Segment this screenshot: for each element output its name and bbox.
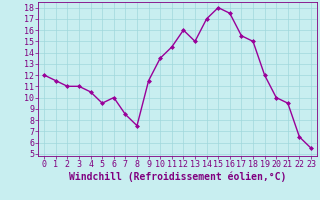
X-axis label: Windchill (Refroidissement éolien,°C): Windchill (Refroidissement éolien,°C) bbox=[69, 172, 286, 182]
